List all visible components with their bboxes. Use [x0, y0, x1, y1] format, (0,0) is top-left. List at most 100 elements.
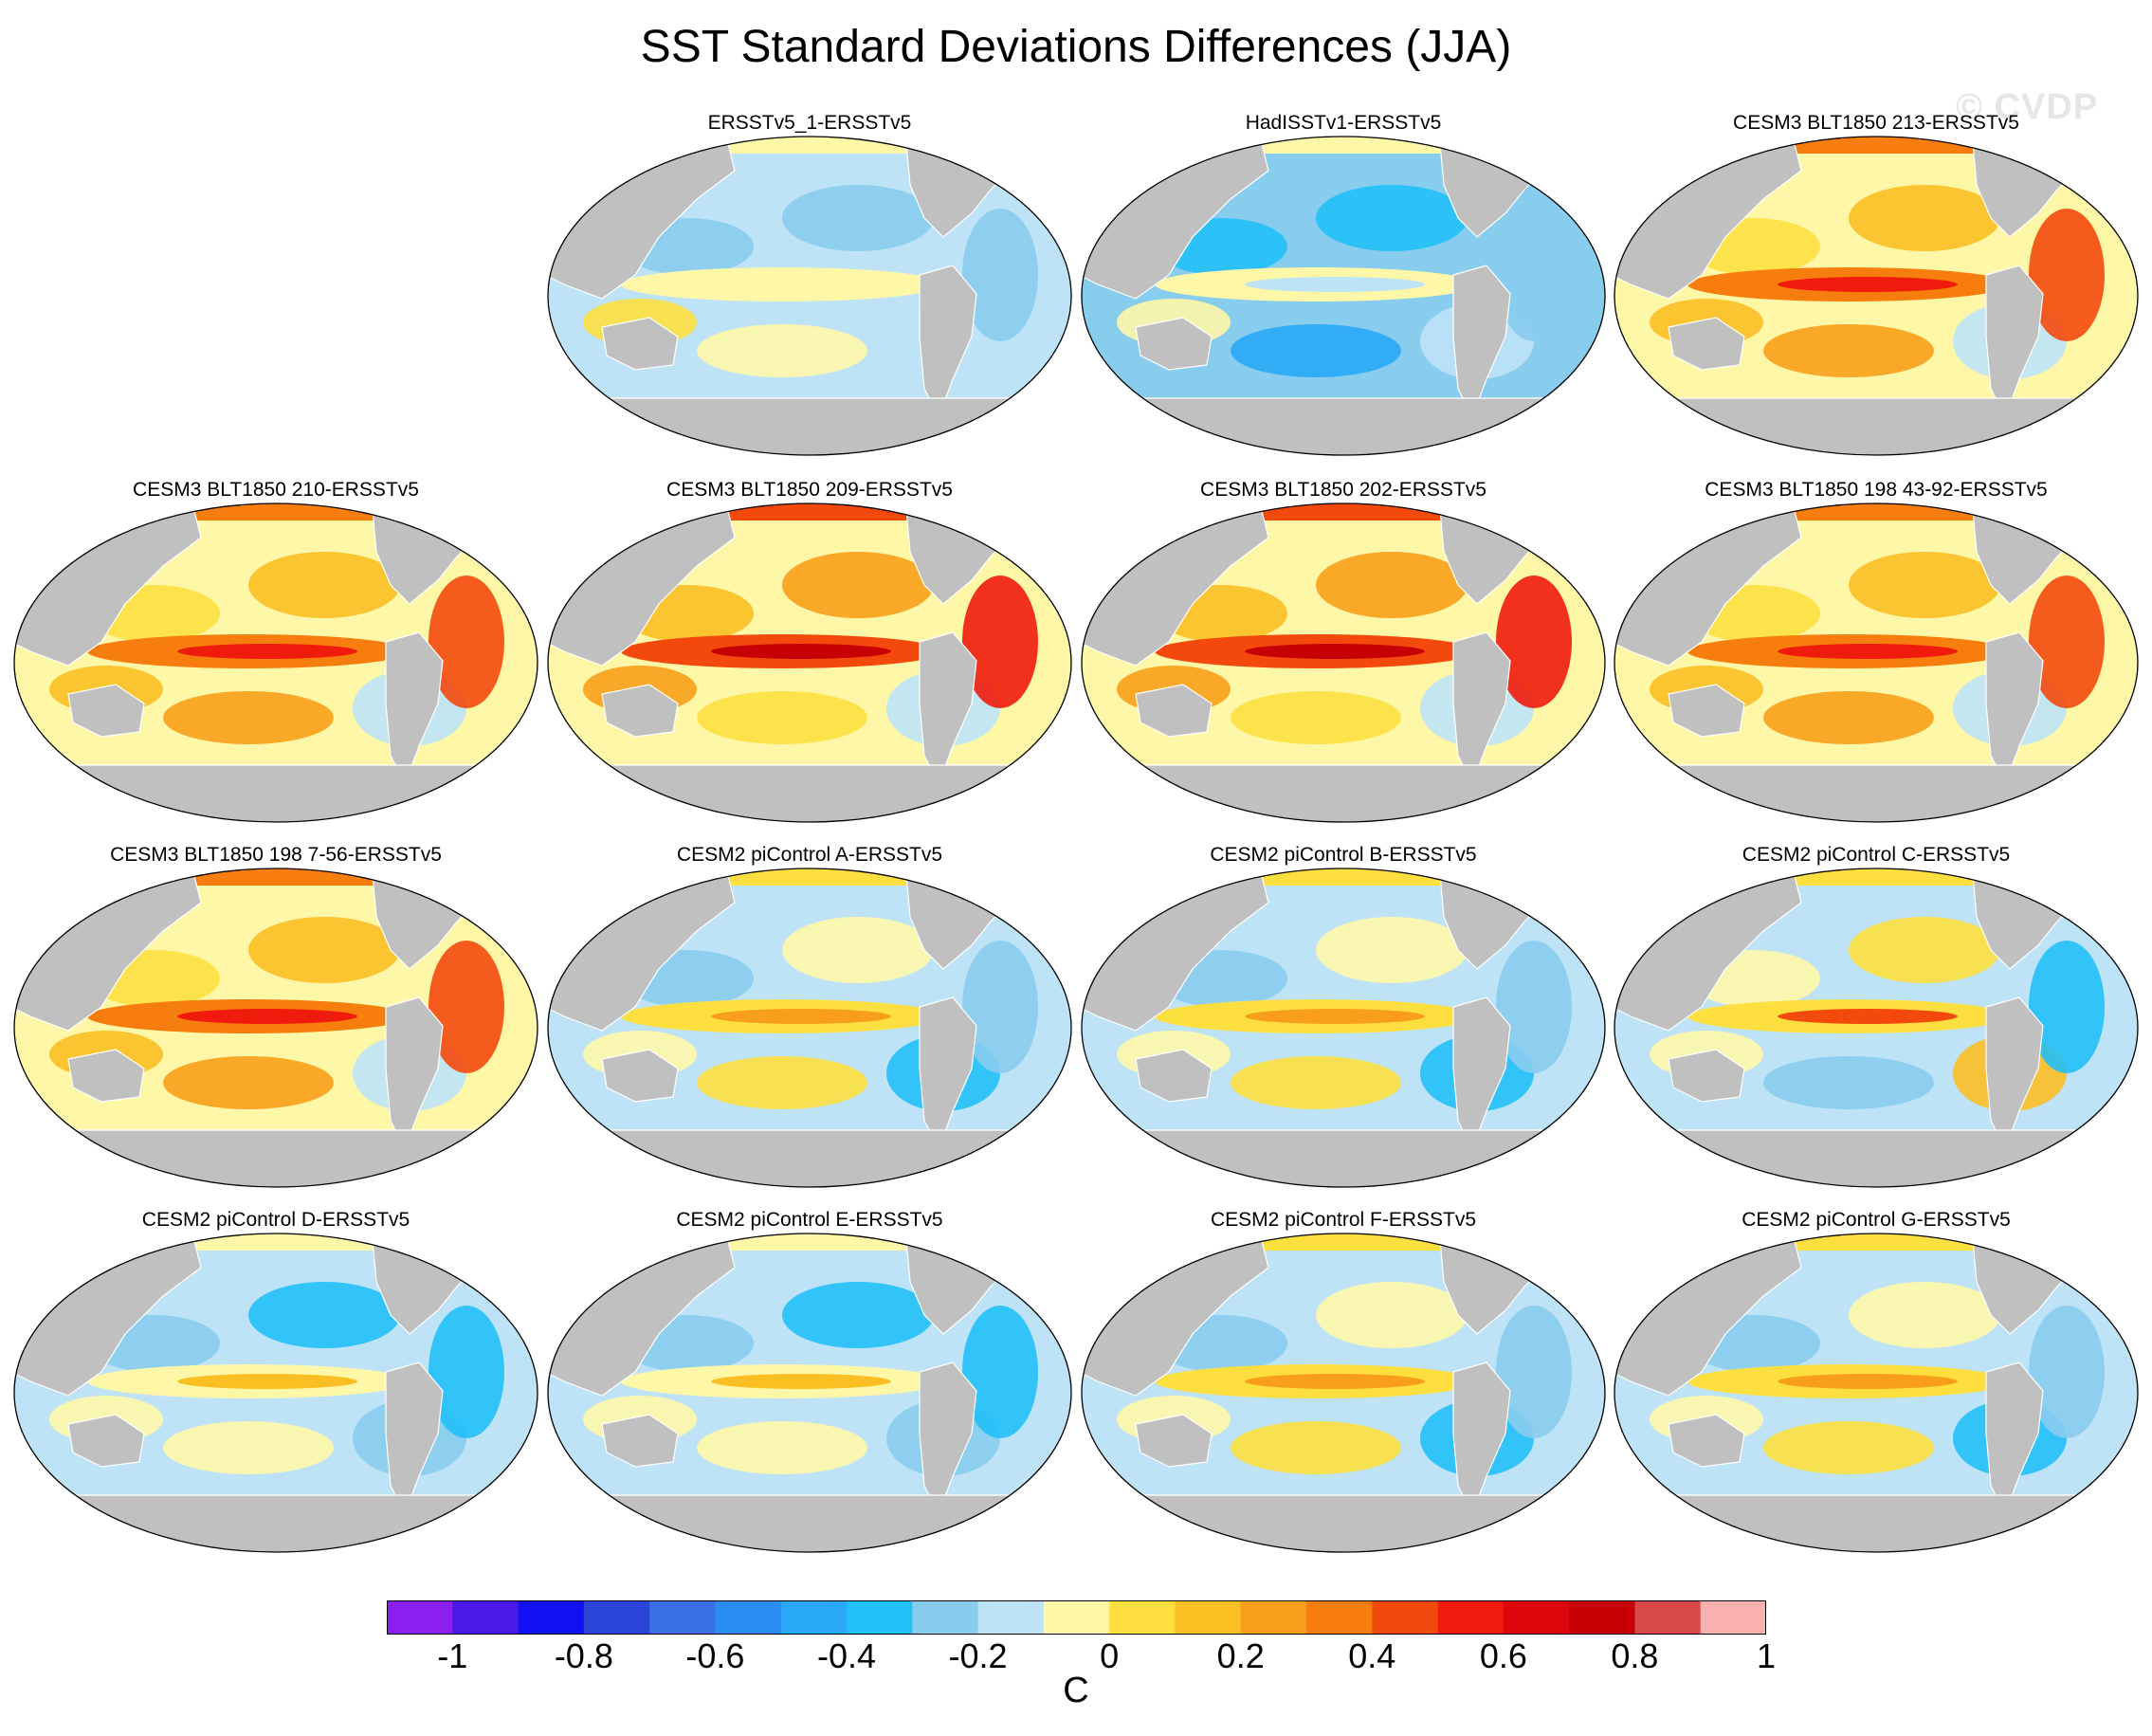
anomaly-blob: [1496, 1306, 1572, 1438]
colorbar: [387, 1600, 1766, 1635]
anomaly-blob: [1316, 552, 1468, 618]
antarctica: [1614, 434, 2138, 455]
anomaly-blob: [962, 209, 1038, 341]
anomaly-blob: [1849, 1282, 2000, 1348]
colorbar-swatch: [1372, 1600, 1439, 1635]
anomaly-blob: [2029, 1306, 2105, 1438]
anomaly-blob: [2029, 209, 2105, 341]
land-mass: [1668, 684, 1745, 738]
land-mass: [67, 684, 145, 738]
arctic-band: [1082, 503, 1605, 521]
antarctica: [1082, 1166, 1605, 1187]
panel-title: CESM3 BLT1850 210-ERSSTv5: [133, 479, 419, 501]
anomaly-blob: [697, 1421, 867, 1474]
anomaly-blob: [1763, 324, 1934, 377]
anomaly-blob: [782, 917, 934, 983]
map-outline: [13, 1233, 538, 1553]
anomaly-blob: [697, 691, 867, 744]
map-panel: CESM3 BLT1850 198 43-92-ERSSTv5: [1612, 479, 2141, 839]
colorbar-tick-label: 0.4: [1348, 1636, 1396, 1675]
equatorial-core: [711, 277, 891, 292]
arctic-band: [14, 1233, 538, 1251]
arctic-band: [548, 137, 1071, 154]
colorbar-swatch: [1043, 1600, 1110, 1635]
land-mass: [919, 265, 977, 419]
equatorial-core: [1778, 1009, 1958, 1024]
land-mass: [385, 996, 444, 1151]
land-mass: [919, 1361, 977, 1516]
map-outline: [1081, 1233, 1606, 1553]
colorbar-swatch: [977, 1600, 1045, 1635]
anomaly-blob: [782, 552, 934, 618]
colorbar-swatch: [1634, 1600, 1702, 1635]
anomaly-blob: [962, 1306, 1038, 1438]
map-field: [1081, 136, 1606, 456]
arctic-band: [1082, 137, 1605, 154]
colorbar-swatch: [1503, 1600, 1570, 1635]
land-mass: [601, 317, 679, 371]
arctic-band: [548, 503, 1071, 521]
land-mass: [1452, 1361, 1511, 1516]
anomaly-blob: [1316, 917, 1468, 983]
map-field: [547, 1233, 1072, 1553]
map-panel: CESM3 BLT1850 213-ERSSTv5: [1612, 112, 2141, 472]
map-field: [1081, 868, 1606, 1188]
map-panel: CESM2 piControl D-ERSSTv5: [11, 1209, 540, 1569]
anomaly-blob: [2029, 941, 2105, 1073]
colorbar-units: C: [1063, 1671, 1089, 1710]
land-mass: [1135, 1049, 1213, 1103]
anomaly-blob: [429, 1306, 504, 1438]
map-outline: [1614, 868, 2139, 1188]
equatorial-core: [1778, 644, 1958, 659]
land-mass: [1135, 317, 1213, 371]
figure-title: SST Standard Deviations Differences (JJA…: [640, 22, 1512, 72]
colorbar-swatch: [1306, 1600, 1373, 1635]
land-mass: [1668, 317, 1745, 371]
anomaly-blob: [962, 941, 1038, 1073]
anomaly-blob: [1763, 1056, 1934, 1109]
map-outline: [547, 868, 1072, 1188]
panel-title: CESM3 BLT1850 198 7-56-ERSSTv5: [110, 844, 442, 866]
arctic-band: [1614, 868, 2138, 886]
panel-title: CESM3 BLT1850 202-ERSSTv5: [1200, 479, 1486, 501]
map-field: [1081, 503, 1606, 823]
equatorial-core: [1245, 277, 1425, 292]
anomaly-blob: [1316, 1282, 1468, 1348]
land-mass: [1985, 631, 2044, 786]
map-field: [13, 1233, 538, 1553]
panel-title: CESM2 piControl B-ERSSTv5: [1210, 844, 1477, 866]
anomaly-blob: [1849, 552, 2000, 618]
map-outline: [1614, 136, 2139, 456]
land-mass: [601, 684, 679, 738]
land-mass: [67, 1049, 145, 1103]
arctic-band: [1082, 868, 1605, 886]
equatorial-core: [1245, 1009, 1425, 1024]
map-outline: [547, 1233, 1072, 1553]
map-field: [1081, 1233, 1606, 1553]
anomaly-blob: [1763, 1421, 1934, 1474]
antarctica: [1082, 1531, 1605, 1552]
anomaly-blob: [248, 1282, 400, 1348]
panel-title: CESM2 piControl D-ERSSTv5: [141, 1209, 410, 1231]
land-mass: [1985, 996, 2044, 1151]
map-outline: [13, 868, 538, 1188]
land-mass: [1452, 996, 1511, 1151]
colorbar-swatch: [1700, 1600, 1766, 1635]
anomaly-blob: [1496, 941, 1572, 1073]
anomaly-blob: [163, 1056, 334, 1109]
arctic-band: [1614, 1233, 2138, 1251]
map-field: [13, 503, 538, 823]
colorbar-swatch: [1175, 1600, 1242, 1635]
colorbar-swatch: [780, 1600, 848, 1635]
panel-title: CESM2 piControl A-ERSSTv5: [676, 844, 943, 866]
arctic-band: [548, 1233, 1071, 1251]
colorbar-tick-label: -0.4: [816, 1636, 877, 1675]
map-outline: [1614, 503, 2139, 823]
anomaly-blob: [248, 917, 400, 983]
anomaly-blob: [1496, 576, 1572, 708]
land-mass: [1135, 684, 1213, 738]
anomaly-blob: [1231, 691, 1401, 744]
land-mass: [1135, 1414, 1213, 1468]
anomaly-blob: [1316, 185, 1468, 251]
land-mass: [919, 631, 977, 786]
